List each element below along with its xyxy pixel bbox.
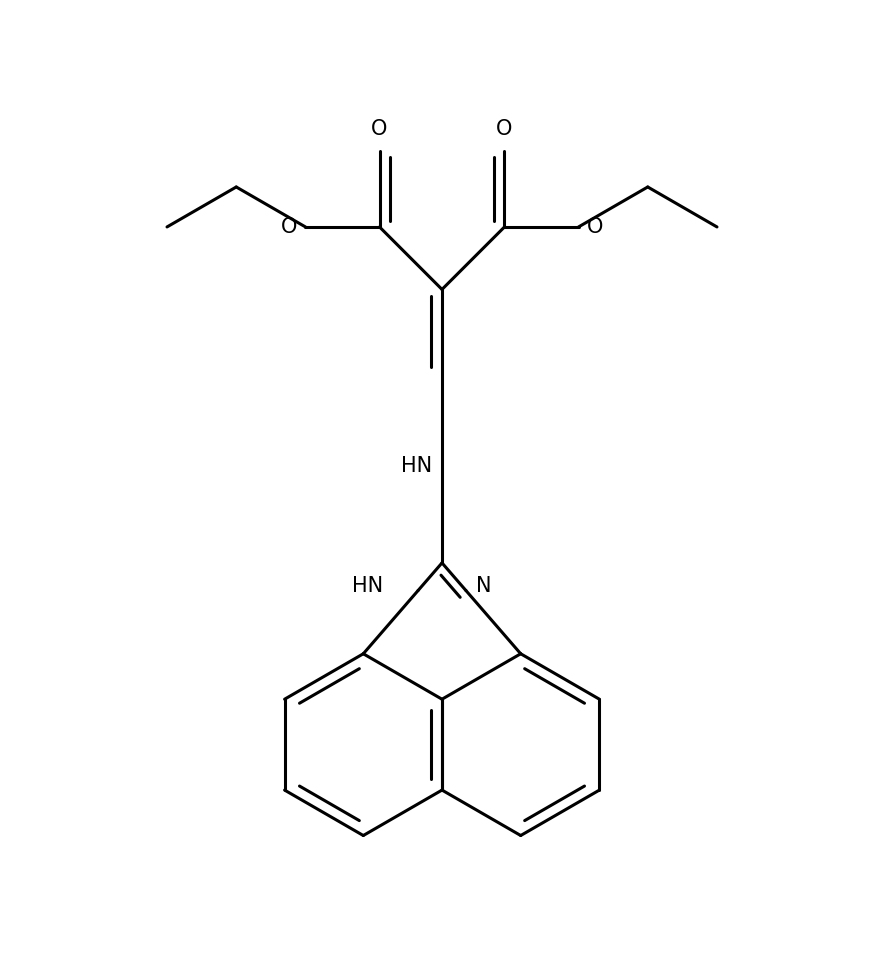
Text: O: O <box>371 119 388 139</box>
Text: HN: HN <box>352 577 383 596</box>
Text: HN: HN <box>400 456 432 476</box>
Text: O: O <box>496 119 513 139</box>
Text: O: O <box>587 217 603 237</box>
Text: N: N <box>476 577 492 596</box>
Text: O: O <box>281 217 297 237</box>
